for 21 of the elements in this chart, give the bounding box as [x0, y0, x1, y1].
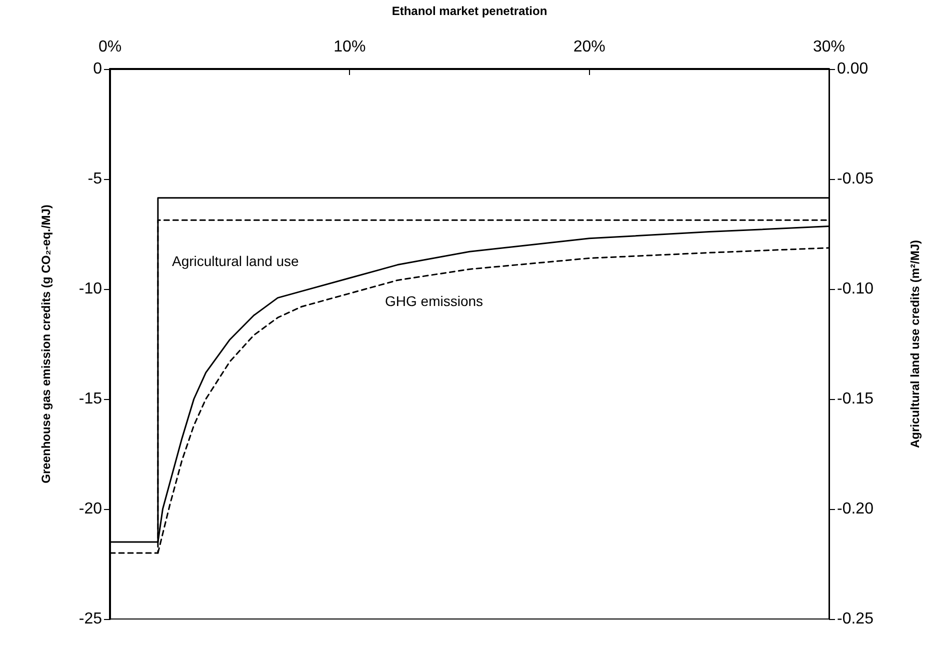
x-tick-label: 10%: [334, 38, 366, 56]
y2-tick-label: -0.10: [837, 280, 874, 298]
x-tick-label: 0%: [98, 38, 122, 56]
y-tick-label: -15: [78, 390, 102, 408]
y2-tick-label: -0.20: [837, 500, 874, 518]
x-tick-label: 30%: [812, 38, 846, 56]
y2-tick-label: -0.05: [837, 170, 874, 188]
y2-tick-label: -0.15: [837, 390, 874, 408]
y2-tick-label: -0.25: [837, 610, 874, 628]
x-axis-title: Ethanol market penetration: [392, 4, 548, 18]
y-tick-label: -10: [78, 280, 102, 298]
annotation: Agricultural land use: [172, 253, 300, 269]
y-tick-label: 0: [93, 60, 102, 78]
y2-tick-label: 0.00: [837, 60, 868, 78]
y-tick-label: -5: [88, 170, 102, 188]
y-axis-title: Greenhouse gas emission credits (g CO₂-eq./MJ): [39, 204, 53, 484]
y2-axis-title: Agricultural land use credits (m²/MJ): [908, 240, 922, 448]
annotation: GHG emissions: [385, 293, 484, 309]
y-tick-label: -25: [78, 610, 102, 628]
x-tick-label: 20%: [573, 38, 606, 56]
y-tick-label: -20: [78, 500, 102, 518]
